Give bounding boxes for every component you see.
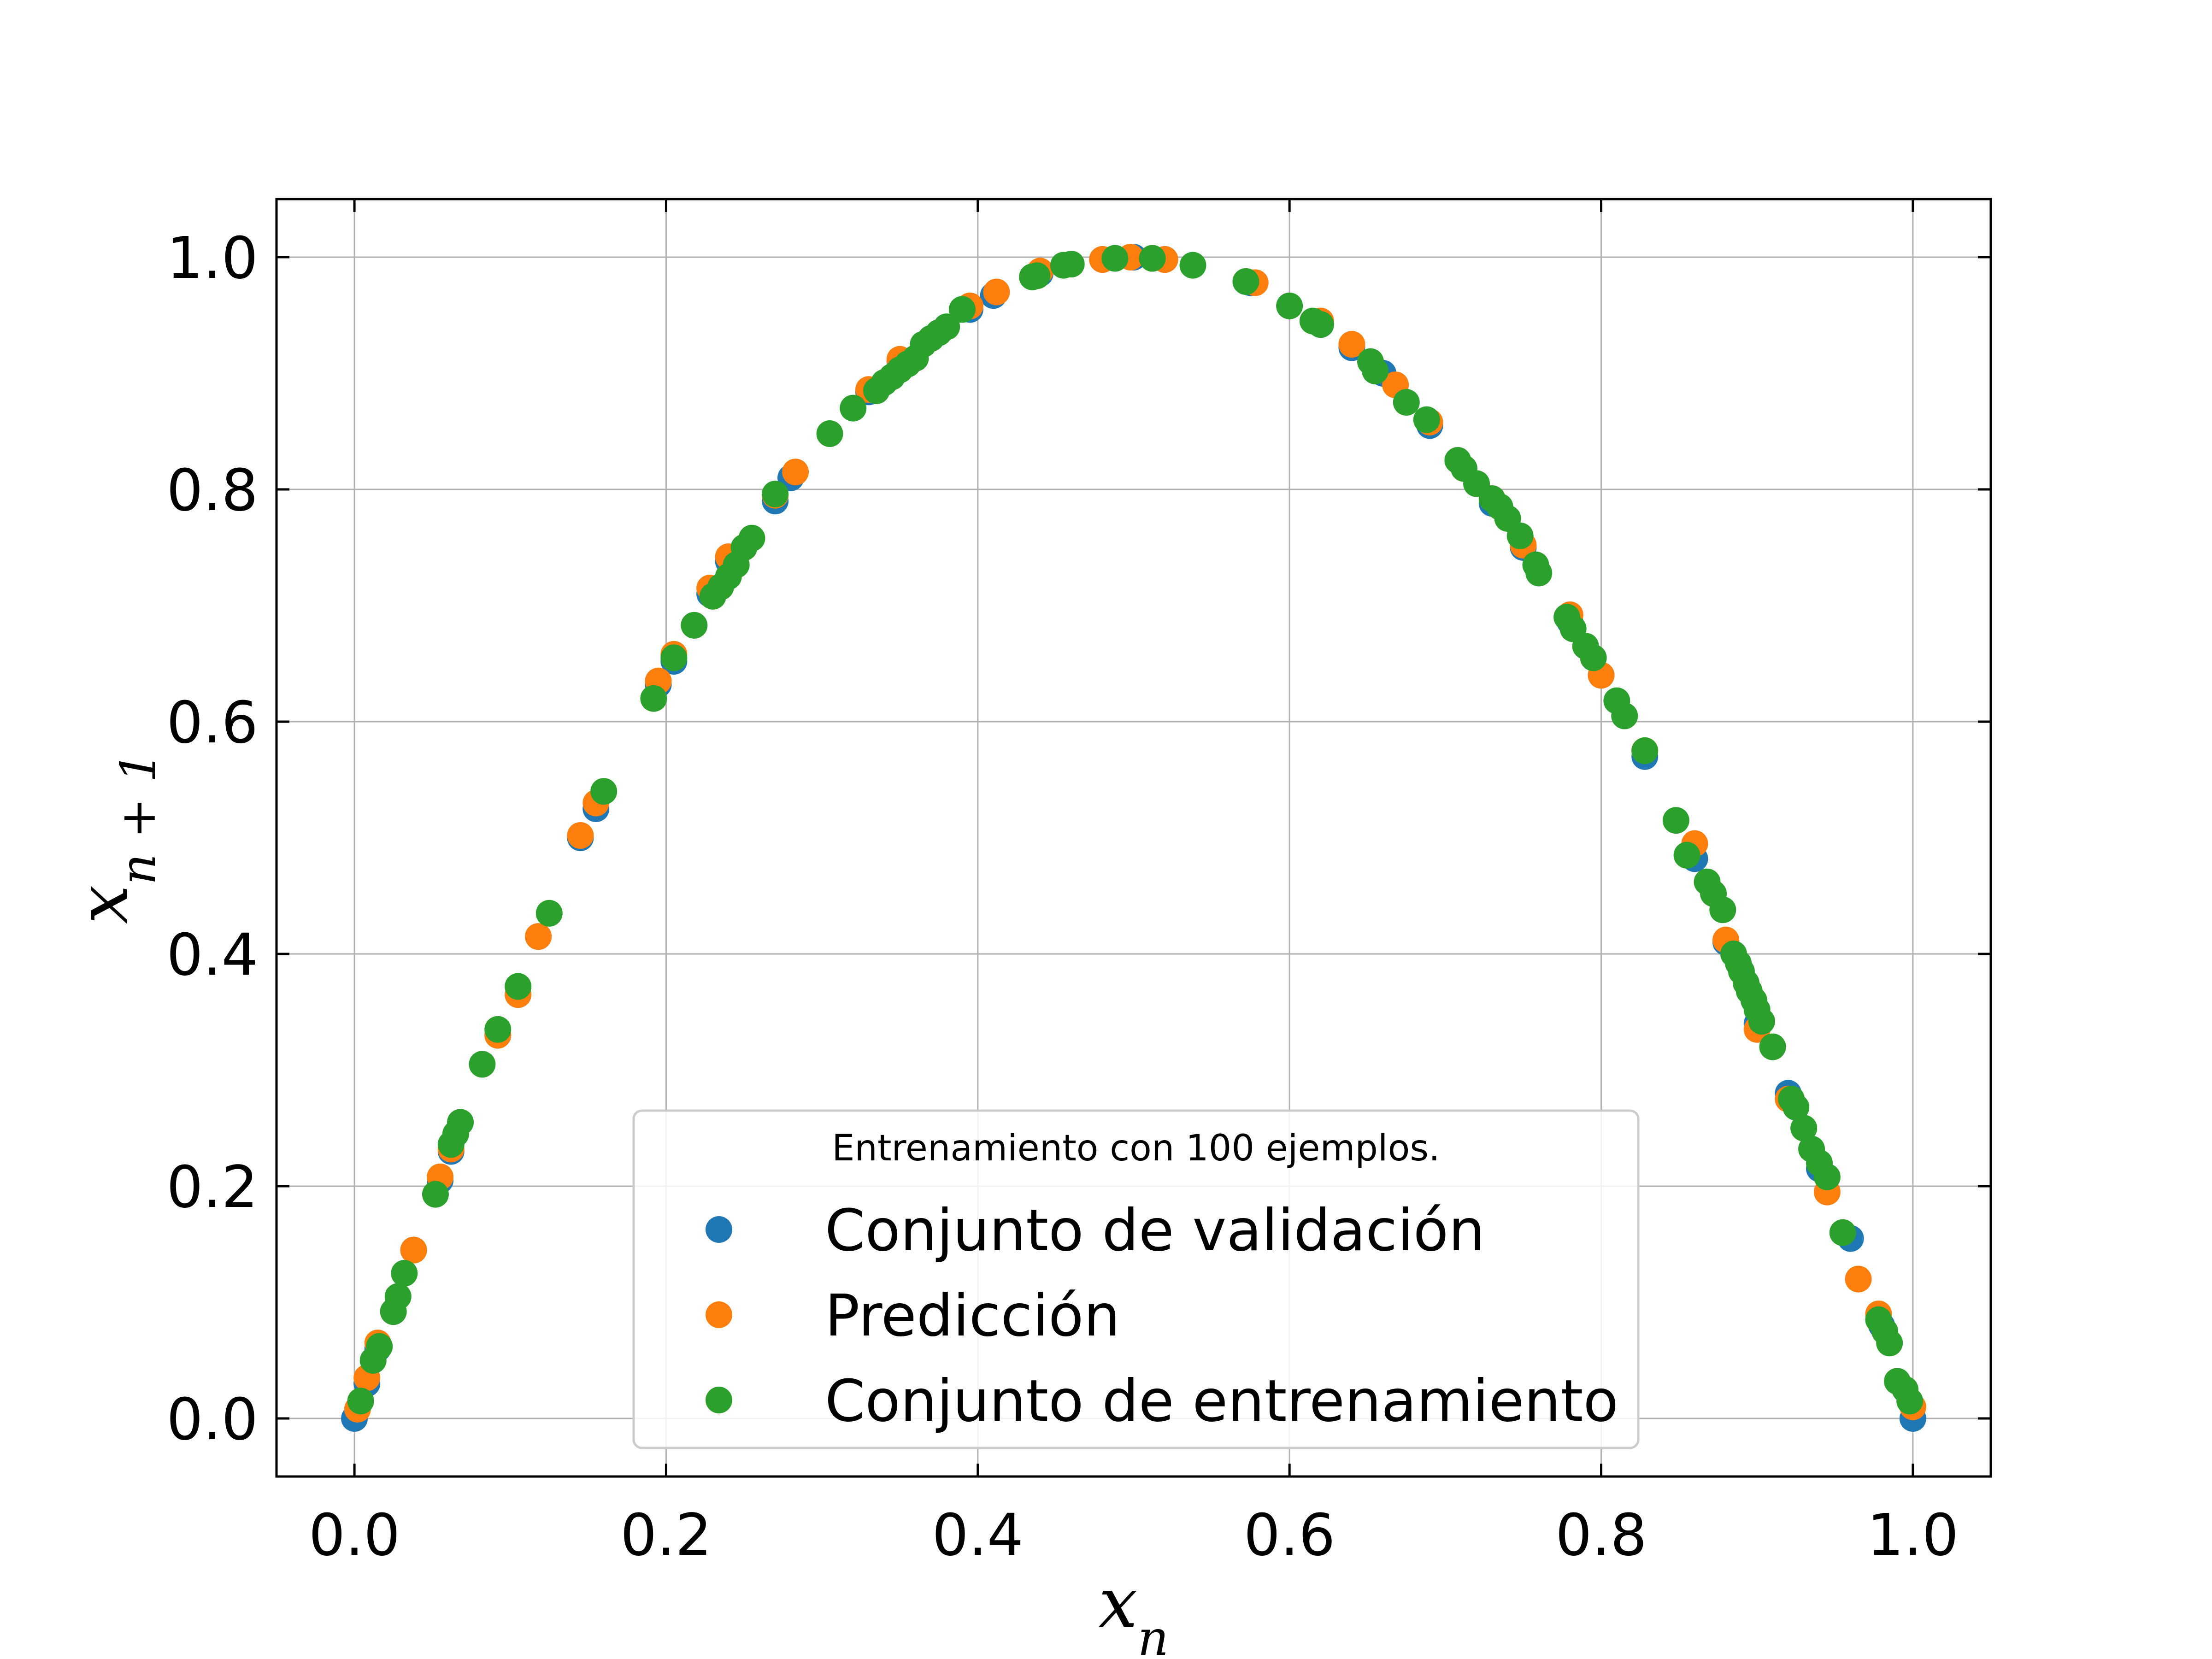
data-point xyxy=(1413,406,1440,433)
data-point xyxy=(762,481,789,508)
data-point xyxy=(484,1016,512,1043)
data-point xyxy=(447,1109,474,1136)
data-point xyxy=(400,1236,427,1264)
y-tick-label: 0.6 xyxy=(166,689,258,756)
x-tick-label: 0.6 xyxy=(1244,1502,1335,1569)
x-tick-label: 0.4 xyxy=(932,1502,1024,1569)
data-point xyxy=(1783,1094,1810,1121)
data-point xyxy=(1662,807,1689,834)
x-tick-label: 0.0 xyxy=(309,1502,400,1569)
data-point xyxy=(422,1181,449,1208)
data-point xyxy=(1896,1388,1924,1415)
data-point xyxy=(469,1051,496,1078)
data-point xyxy=(933,313,960,341)
data-point xyxy=(681,612,708,639)
data-point xyxy=(1101,245,1129,272)
axis-ticks xyxy=(276,199,1991,1477)
y-tick-label: 1.0 xyxy=(166,225,258,292)
data-point xyxy=(983,278,1010,306)
legend: Entrenamiento con 100 ejemplos. Conjunto… xyxy=(632,1109,1640,1449)
data-point xyxy=(1179,252,1206,279)
data-points xyxy=(341,244,1926,1432)
data-point xyxy=(1876,1330,1903,1357)
legend-label: Conjunto de validación xyxy=(825,1197,1485,1264)
data-point xyxy=(366,1333,393,1360)
legend-title: Entrenamiento con 100 ejemplos. xyxy=(832,1128,1440,1169)
data-point xyxy=(1631,737,1659,764)
data-point xyxy=(590,778,618,805)
data-point xyxy=(1139,245,1166,272)
x-tick-label: 0.2 xyxy=(620,1502,712,1569)
grid-lines xyxy=(276,199,1991,1477)
data-point xyxy=(1673,841,1700,869)
data-point xyxy=(1276,292,1303,319)
y-tick-label: 0.4 xyxy=(166,922,258,988)
data-point xyxy=(1307,311,1334,338)
data-point xyxy=(1058,251,1085,278)
data-point xyxy=(347,1388,374,1415)
data-point xyxy=(660,644,688,671)
data-point xyxy=(391,1260,418,1287)
data-point xyxy=(1709,896,1736,924)
data-point xyxy=(840,394,867,422)
data-point xyxy=(1759,1033,1786,1060)
data-point xyxy=(1813,1163,1841,1190)
data-point xyxy=(505,973,532,1000)
x-tick-label: 0.8 xyxy=(1555,1502,1647,1569)
data-point xyxy=(738,524,765,552)
data-point xyxy=(567,822,594,849)
legend-label: Conjunto de entrenamiento xyxy=(825,1368,1618,1435)
plot-frame xyxy=(275,198,1992,1478)
legend-marker xyxy=(706,1387,732,1413)
data-point xyxy=(1232,268,1259,295)
legend-label: Predicción xyxy=(825,1282,1120,1349)
data-point xyxy=(949,296,976,323)
y-tick-label: 0.0 xyxy=(166,1386,258,1453)
data-point xyxy=(1338,331,1365,358)
legend-box xyxy=(632,1109,1640,1449)
data-point xyxy=(535,900,563,927)
x-tick-label: 1.0 xyxy=(1867,1502,1959,1569)
data-point xyxy=(1362,357,1389,384)
y-tick-label: 0.2 xyxy=(166,1154,258,1221)
data-point xyxy=(782,459,809,486)
data-point xyxy=(1525,559,1553,587)
data-point xyxy=(1748,1008,1775,1035)
data-point xyxy=(1393,389,1420,416)
data-point xyxy=(1829,1219,1856,1246)
data-point xyxy=(640,685,667,712)
legend-marker xyxy=(706,1216,732,1243)
y-tick-label: 0.8 xyxy=(166,457,258,524)
data-point xyxy=(525,923,552,950)
legend-marker xyxy=(706,1301,732,1328)
data-point xyxy=(1845,1265,1872,1293)
data-point xyxy=(1580,644,1607,671)
data-point xyxy=(1506,522,1534,549)
data-point xyxy=(1611,702,1638,729)
tick-labels: 0.0 0.2 0.4 0.6 0.8 1.0 0.0 0.2 0.4 0.6 0.8 1.0 xyxy=(166,225,1959,1569)
data-point xyxy=(384,1283,412,1310)
data-point xyxy=(1024,262,1051,289)
data-point xyxy=(816,420,843,447)
data-point xyxy=(1790,1115,1818,1141)
series-2 xyxy=(347,245,1924,1415)
